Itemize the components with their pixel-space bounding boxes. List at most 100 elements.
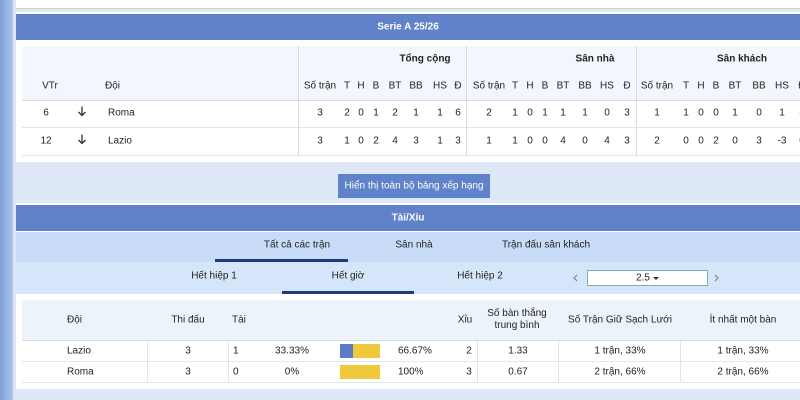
stat-value: 0 <box>527 107 533 119</box>
column-separator <box>298 46 299 156</box>
column-header: Số trận <box>472 80 506 92</box>
column-separator <box>477 341 478 383</box>
column-header: HS <box>433 80 447 92</box>
stat-value: 0 <box>683 135 689 147</box>
stat-value: 3 <box>624 135 630 147</box>
column-header: Đ <box>623 80 631 92</box>
tab[interactable]: Tất cả các trận <box>263 239 331 251</box>
stat-value: 0 <box>358 135 364 147</box>
row-divider <box>22 361 800 362</box>
show-all-button-text[interactable]: Hiển thị toàn bộ bảng xếp hạng <box>344 180 484 192</box>
column-header: H <box>357 80 365 92</box>
stat-value: 2 <box>373 135 379 147</box>
over-pct: 33.33% <box>275 345 309 357</box>
over-pct: 0% <box>284 366 300 378</box>
period-tab[interactable]: Hết giờ <box>331 270 365 282</box>
column-header: BT <box>556 80 570 92</box>
column-header: Số Trận Giữ Sạch Lưới <box>568 314 672 326</box>
stat-value: 0 <box>604 107 610 119</box>
rank: 6 <box>43 107 49 119</box>
dropdown-box[interactable] <box>587 270 708 286</box>
stat-value: 6 <box>455 107 461 119</box>
standings-title-bar <box>16 14 800 40</box>
column-header: HS <box>775 80 789 92</box>
under-bar <box>353 344 380 358</box>
clean-sheets: 1 trận, 33% <box>594 345 646 357</box>
column-header: Ít nhất một bàn <box>709 314 777 326</box>
under-pct: 66.67% <box>398 345 432 357</box>
column-header: H <box>526 80 534 92</box>
stat-value: 3 <box>455 135 461 147</box>
group-header: Sân nhà <box>575 53 615 65</box>
stat-value: 0 <box>713 107 719 119</box>
rank: 12 <box>40 135 52 147</box>
show-all-button[interactable] <box>338 174 490 198</box>
tab-underline <box>215 259 348 262</box>
stat-value: 3 <box>624 107 630 119</box>
column-header: B <box>712 80 720 92</box>
column-header: Đ <box>798 81 800 92</box>
stat-value: 1 <box>437 107 443 119</box>
stat-value: 0 <box>732 135 738 147</box>
stat-value: 3 <box>413 135 419 147</box>
team-name: Roma <box>67 366 94 378</box>
column-separator <box>466 46 467 156</box>
stat-value: 0 <box>698 107 704 119</box>
tab[interactable]: Sân nhà <box>395 239 433 251</box>
stat-value: 1 <box>779 107 785 119</box>
avg-goals: 0.67 <box>508 366 528 378</box>
next-arrow[interactable] <box>714 274 719 282</box>
stat-value: 1 <box>732 107 738 119</box>
over-under-title-bar <box>16 205 800 231</box>
clean-sheets: 2 trận, 66% <box>594 366 646 378</box>
stat-value: 0 <box>358 107 364 119</box>
column-separator <box>636 46 637 156</box>
over-count: 1 <box>233 345 239 357</box>
played: 3 <box>185 345 191 357</box>
played: 3 <box>185 366 191 378</box>
stat-value: 0 <box>527 135 533 147</box>
column-header: VTr <box>42 80 58 92</box>
column-header: Số trận <box>303 80 337 92</box>
column-header: B <box>541 80 549 92</box>
stat-value: -3 <box>777 135 787 147</box>
trend-arrow <box>77 106 87 121</box>
period-tab[interactable]: Hết hiệp 1 <box>191 270 237 282</box>
scored-one: 2 trận, 66% <box>717 366 769 378</box>
stat-value: 1 <box>437 135 443 147</box>
column-header: BB <box>752 80 766 92</box>
group-header: Tổng cộng <box>399 53 451 65</box>
stat-value: 1 <box>512 107 518 119</box>
stat-value: 4 <box>560 135 566 147</box>
stat-value: 2 <box>392 107 398 119</box>
group-header: Sân khách <box>716 53 768 65</box>
stat-value: 1 <box>683 107 689 119</box>
under-count: 2 <box>466 345 472 357</box>
column-header: T <box>511 80 519 92</box>
stat-value: 1 <box>413 107 419 119</box>
over-bar <box>340 344 354 358</box>
tab[interactable]: Trận đấu sân khách <box>501 239 591 251</box>
stat-value: 0 <box>698 135 704 147</box>
stat-value: 1 <box>582 107 588 119</box>
column-header: B <box>372 80 380 92</box>
prev-arrow[interactable] <box>573 274 578 282</box>
team-name: Lazio <box>67 345 91 357</box>
stat-value: 1 <box>486 135 492 147</box>
column-separator <box>147 341 148 383</box>
column-header: T <box>682 80 690 92</box>
top-panel <box>16 0 800 9</box>
period-tab[interactable]: Hết hiệp 2 <box>457 270 503 282</box>
column-header: BT <box>388 80 402 92</box>
stat-value: 1 <box>542 107 548 119</box>
dropdown-caret[interactable] <box>653 277 659 280</box>
team-name: Roma <box>108 107 135 119</box>
column-header: Đội <box>67 314 83 326</box>
line-value[interactable]: 2.5 <box>636 272 650 284</box>
line-selector[interactable] <box>568 270 728 286</box>
column-separator <box>680 341 681 383</box>
stat-value: 2 <box>654 135 660 147</box>
over-under-title: Tài/Xỉu <box>391 212 425 224</box>
stat-value: 3 <box>756 135 762 147</box>
